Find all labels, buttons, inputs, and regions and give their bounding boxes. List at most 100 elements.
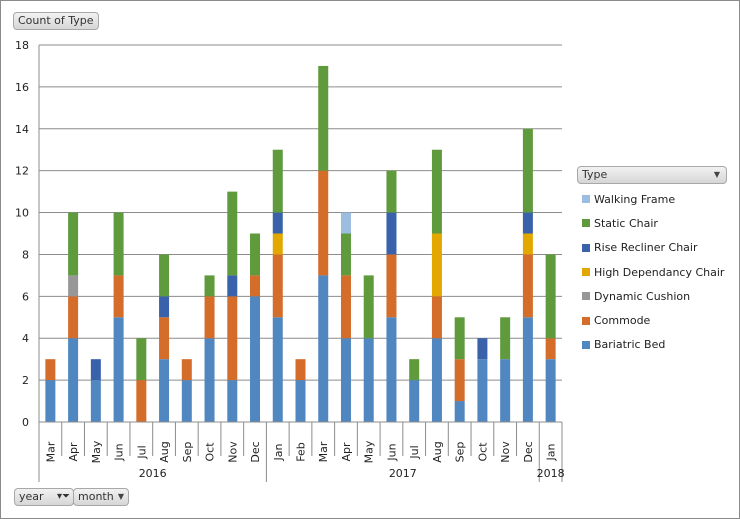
bar-segment-commode bbox=[318, 170, 329, 276]
bar-segment-static-chair bbox=[204, 275, 215, 297]
x-tick-label: Jul bbox=[135, 445, 148, 459]
bar-segment-static-chair bbox=[136, 338, 147, 381]
year-label: 2016 bbox=[139, 467, 167, 480]
x-tick-label: Jun bbox=[113, 443, 126, 461]
bar-segment-commode bbox=[45, 359, 56, 381]
month-field-button[interactable]: month ▼ bbox=[73, 488, 129, 506]
bar-segment-bariatric-bed bbox=[250, 296, 261, 422]
x-tick-label: Sep bbox=[181, 442, 194, 463]
bar-segment-static-chair bbox=[113, 212, 124, 276]
bar-segment-static-chair bbox=[227, 191, 238, 276]
bar-segment-commode bbox=[272, 254, 283, 318]
bar-segment-commode bbox=[431, 296, 442, 339]
count-of-type-field-button[interactable]: Count of Type bbox=[13, 12, 99, 30]
bar-segment-static-chair bbox=[409, 359, 420, 381]
y-tick-label: 4 bbox=[22, 332, 29, 345]
bar-segment-static-chair bbox=[250, 233, 261, 276]
bar-segment-bariatric-bed bbox=[522, 317, 533, 422]
bar-segment-static-chair bbox=[431, 149, 442, 234]
bar-segment-bariatric-bed bbox=[545, 359, 556, 422]
year-label: 2017 bbox=[389, 467, 417, 480]
legend-swatch-icon bbox=[582, 195, 590, 204]
bar-segment-commode bbox=[68, 296, 79, 339]
y-tick-label: 0 bbox=[22, 416, 29, 429]
bar-segment-rise-recliner-chair bbox=[477, 338, 488, 360]
x-tick-label: Sep bbox=[454, 442, 467, 463]
field-button-label: year bbox=[19, 490, 44, 503]
bar-segment-bariatric-bed bbox=[159, 359, 170, 422]
x-tick-label: Aug bbox=[431, 441, 444, 462]
bar-segment-bariatric-bed bbox=[340, 338, 351, 422]
bar-segment-dynamic-cushion bbox=[68, 275, 79, 297]
y-tick-label: 10 bbox=[15, 207, 29, 220]
x-tick-label: Jan bbox=[545, 443, 558, 461]
y-tick-label: 16 bbox=[15, 81, 29, 94]
x-tick-label: Apr bbox=[67, 442, 80, 462]
bar-segment-commode bbox=[113, 275, 124, 318]
x-tick-label: May bbox=[90, 440, 103, 463]
bar-segment-bariatric-bed bbox=[363, 338, 374, 422]
legend-item: Commode bbox=[577, 308, 727, 332]
legend: Type ▼ Walking Frame Static Chair Rise Rec… bbox=[577, 166, 727, 357]
bar-segment-bariatric-bed bbox=[500, 359, 511, 422]
bar-segment-bariatric-bed bbox=[90, 380, 101, 422]
legend-item: High Dependancy Chair bbox=[577, 260, 727, 284]
x-tick-label: Jan bbox=[272, 443, 285, 461]
year-field-button[interactable]: year ▾⏷ bbox=[14, 488, 74, 506]
legend-label: Commode bbox=[594, 314, 651, 328]
legend-item: Rise Recliner Chair bbox=[577, 236, 727, 260]
y-tick-label: 2 bbox=[22, 374, 29, 387]
bar-segment-bariatric-bed bbox=[272, 317, 283, 422]
filter-icon: ▾⏷ bbox=[56, 491, 70, 502]
bar-segment-static-chair bbox=[340, 233, 351, 276]
x-tick-label: Nov bbox=[226, 441, 239, 463]
y-tick-label: 14 bbox=[15, 123, 29, 136]
x-tick-label: Feb bbox=[295, 442, 308, 461]
legend-item: Walking Frame bbox=[577, 187, 727, 211]
bar-segment-bariatric-bed bbox=[181, 380, 192, 422]
x-tick-label: May bbox=[363, 440, 376, 463]
bar-segment-bariatric-bed bbox=[204, 338, 215, 422]
bar-segment-walking-frame bbox=[340, 212, 351, 234]
dropdown-arrow-icon: ▼ bbox=[117, 492, 124, 501]
x-tick-label: Jun bbox=[385, 443, 398, 461]
x-tick-label: Jul bbox=[408, 445, 421, 459]
x-tick-label: Oct bbox=[204, 442, 217, 462]
bar-segment-bariatric-bed bbox=[45, 380, 56, 422]
bar-segment-static-chair bbox=[318, 65, 329, 171]
legend-item: Dynamic Cushion bbox=[577, 284, 727, 308]
legend-item: Static Chair bbox=[577, 211, 727, 235]
bar-segment-static-chair bbox=[522, 128, 533, 213]
legend-label: Static Chair bbox=[594, 216, 658, 230]
field-button-label: Type bbox=[582, 168, 608, 181]
x-tick-label: Dec bbox=[522, 441, 535, 462]
bar-segment-rise-recliner-chair bbox=[227, 275, 238, 297]
bar-segment-commode bbox=[522, 254, 533, 318]
legend-swatch-icon bbox=[582, 219, 590, 228]
legend-swatch-icon bbox=[582, 316, 590, 325]
bar-segment-high-dependancy-chair bbox=[431, 233, 442, 297]
x-tick-label: Apr bbox=[340, 442, 353, 462]
bar-segment-commode bbox=[204, 296, 215, 339]
bar-segment-static-chair bbox=[363, 275, 374, 339]
x-tick-label: Nov bbox=[499, 441, 512, 463]
y-tick-label: 18 bbox=[15, 39, 29, 52]
bar-segment-bariatric-bed bbox=[431, 338, 442, 422]
type-field-button[interactable]: Type ▼ bbox=[577, 166, 727, 184]
x-tick-label: Aug bbox=[158, 441, 171, 462]
bar-segment-commode bbox=[181, 359, 192, 381]
bar-segment-rise-recliner-chair bbox=[272, 212, 283, 234]
bar-segment-static-chair bbox=[272, 149, 283, 213]
legend-label: Dynamic Cushion bbox=[594, 289, 691, 303]
legend-swatch-icon bbox=[582, 292, 590, 301]
bar-segment-rise-recliner-chair bbox=[90, 359, 101, 381]
x-tick-label: Dec bbox=[249, 441, 262, 462]
bar-segment-rise-recliner-chair bbox=[386, 212, 397, 255]
bar-segment-bariatric-bed bbox=[295, 380, 306, 422]
field-button-label: month bbox=[78, 490, 114, 503]
legend-label: Walking Frame bbox=[594, 192, 676, 206]
bar-segment-commode bbox=[159, 317, 170, 360]
bar-segment-high-dependancy-chair bbox=[522, 233, 533, 255]
